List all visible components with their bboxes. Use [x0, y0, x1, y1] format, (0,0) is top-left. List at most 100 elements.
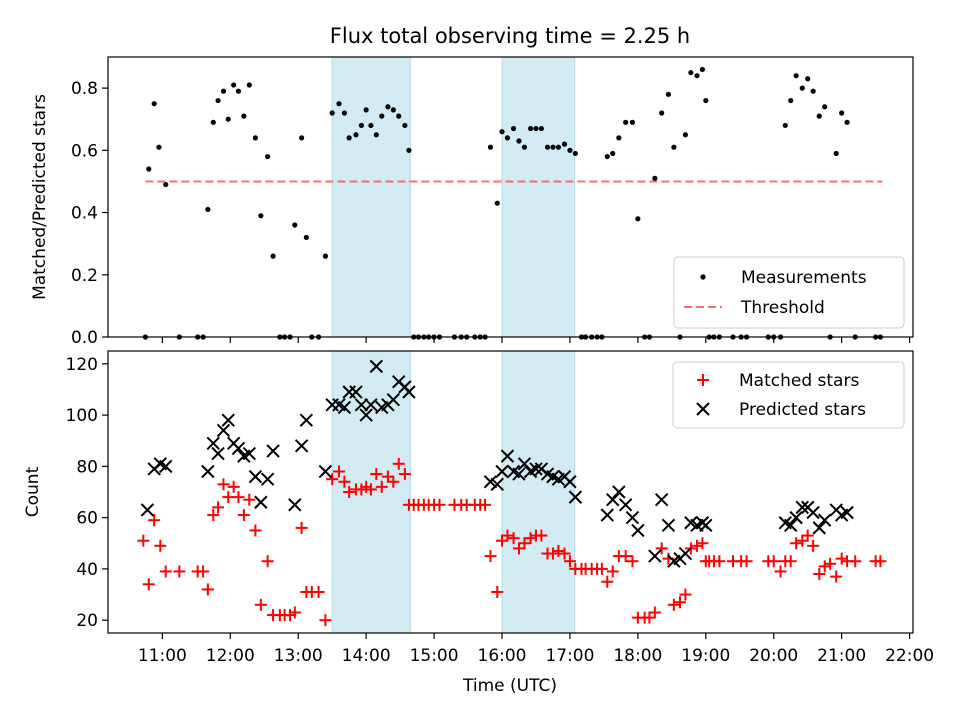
predicted-star-marker: [631, 523, 645, 538]
predicted-star-marker: [221, 413, 235, 427]
measurement-point: [659, 110, 665, 116]
top-y-axis-label: Matched/Predicted stars: [30, 94, 50, 300]
x-tick-label: 21:00: [817, 646, 866, 666]
predicted-star-marker: [349, 385, 363, 399]
matched-star-marker: [501, 529, 514, 542]
matched-star-marker: [288, 606, 301, 619]
matched-star-marker: [154, 539, 167, 552]
matched-stars-points: [137, 457, 887, 627]
matched-star-marker: [507, 532, 520, 545]
measurement-point: [292, 222, 298, 228]
predicted-star-marker: [364, 398, 378, 412]
measurement-point: [782, 122, 788, 129]
predicted-star-marker: [201, 464, 215, 479]
matched-star-marker: [818, 560, 831, 573]
bottom-y-tick-label: 100: [66, 406, 98, 426]
measurement-point: [538, 125, 545, 132]
bottom-plot-frame: [107, 350, 914, 634]
matched-star-marker: [392, 457, 405, 470]
measurement-point: [533, 125, 539, 132]
bottom-panel: 20 40 60 80 100 120 11:00 12:00 13:00 14:00 15:00…: [23, 350, 934, 696]
measurement-point: [322, 253, 328, 259]
bottom-y-tick-label: 120: [66, 355, 98, 375]
measurement-point: [299, 135, 305, 141]
measurement-point: [346, 135, 352, 141]
predicted-star-marker: [254, 495, 268, 509]
measurement-point: [353, 132, 359, 138]
x-tick-label: 12:00: [206, 646, 255, 666]
measurement-point: [235, 88, 242, 94]
matched-star-marker: [767, 555, 780, 568]
x-tick-label: 22:00: [885, 646, 934, 666]
measurement-point: [210, 119, 216, 125]
matched-star-marker: [524, 532, 537, 545]
measurement-point: [487, 144, 494, 150]
measurement-point: [516, 138, 522, 144]
measurement-point: [616, 135, 622, 141]
predicted-star-marker: [248, 469, 263, 484]
matched-star-marker: [655, 542, 668, 555]
bottom-shaded-bands: [331, 350, 576, 634]
top-y-tick-label: 0.0: [71, 328, 98, 348]
predicted-star-marker: [231, 441, 246, 456]
matched-star-marker: [740, 555, 753, 568]
measurement-point: [703, 97, 709, 104]
top-legend-box: [673, 256, 905, 329]
predicted-stars-points: [140, 359, 854, 568]
predicted-star-marker: [678, 546, 693, 561]
matched-star-marker: [648, 606, 661, 619]
matched-star-marker: [813, 568, 826, 581]
predicted-star-marker: [568, 490, 583, 504]
x-axis-label: Time (UTC): [462, 676, 557, 696]
x-tick-label: 15:00: [410, 646, 459, 666]
predicted-star-marker: [402, 385, 416, 399]
matched-star-marker: [222, 491, 235, 504]
measurement-point: [839, 110, 845, 116]
matched-star-marker: [326, 473, 339, 486]
measurement-point: [303, 234, 309, 241]
legend-threshold-label: Threshold: [740, 298, 825, 318]
predicted-star-marker: [294, 439, 309, 453]
matched-star-marker: [626, 555, 639, 568]
predicted-star-marker: [784, 518, 798, 533]
matched-star-marker: [254, 598, 267, 611]
measurement-point: [799, 85, 805, 91]
x-tick-label: 20:00: [749, 646, 798, 666]
matched-star-marker: [398, 468, 411, 481]
matched-star-marker: [518, 537, 531, 550]
top-shaded-band: [501, 56, 576, 338]
measurement-point: [225, 116, 231, 122]
measurement-point: [270, 253, 276, 259]
measurement-point: [665, 91, 672, 97]
measurement-point: [146, 166, 152, 172]
legend-measurements-label: Measurements: [741, 268, 867, 288]
matched-star-marker: [433, 498, 446, 511]
matched-star-marker: [148, 514, 161, 527]
matched-star-marker: [375, 480, 388, 493]
top-y-axis: 0.0 0.2 0.4 0.6 0.8: [71, 79, 108, 348]
matched-star-marker: [807, 539, 820, 552]
matched-star-marker: [824, 557, 837, 570]
predicted-star-marker: [354, 398, 369, 412]
bottom-x-axis: 11:00 12:00 13:00 14:00 15:00 16:00 17:00 18:00…: [138, 633, 934, 666]
matched-star-marker: [563, 555, 576, 568]
measurement-point: [805, 76, 811, 82]
predicted-star-marker: [529, 462, 543, 476]
matched-star-marker: [232, 491, 245, 504]
top-panel: 0.00.20.40.60.8 Matched/Predicted stars …: [30, 56, 914, 348]
predicted-star-marker: [606, 492, 620, 507]
predicted-star-marker: [369, 359, 384, 374]
matched-star-marker: [491, 585, 504, 598]
measurement-point: [510, 125, 517, 132]
predicted-star-marker: [359, 408, 373, 422]
matched-star-marker: [261, 555, 274, 568]
predicted-star-marker: [500, 449, 515, 463]
matched-star-marker: [552, 544, 565, 557]
bottom-y-tick-label: 60: [76, 509, 98, 529]
measurement-point: [688, 69, 694, 76]
measurement-point: [156, 144, 162, 150]
measurement-point: [390, 107, 396, 113]
measurement-point: [822, 104, 828, 110]
matched-star-marker: [173, 565, 186, 578]
